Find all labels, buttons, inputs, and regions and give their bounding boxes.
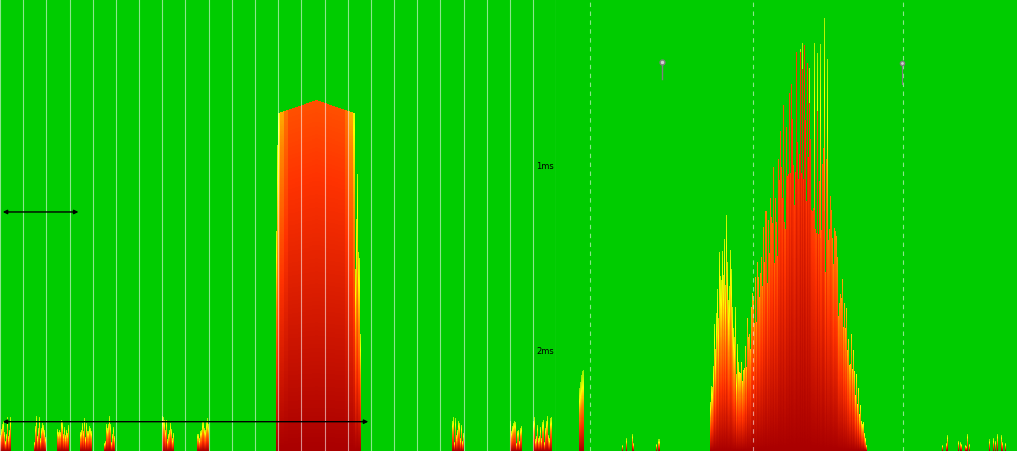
Text: 2ms: 2ms (537, 347, 554, 356)
Text: 1ms: 1ms (537, 162, 554, 171)
